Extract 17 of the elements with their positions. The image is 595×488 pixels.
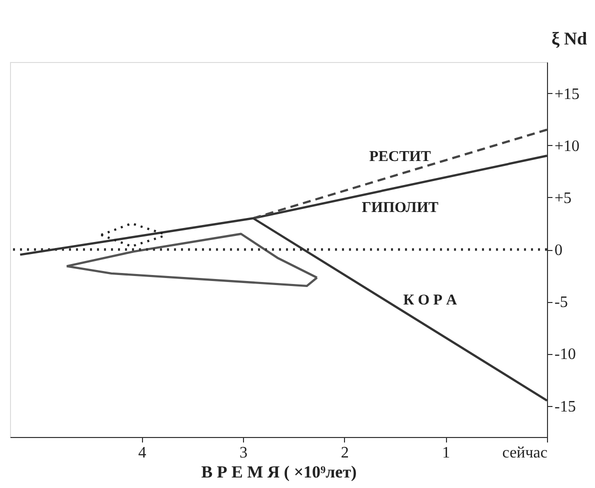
y-tick-label: +10 [554,138,580,155]
y-tick-label: 0 [554,242,562,259]
y-tick-label: +5 [554,190,572,207]
series-label: К О Р А [403,292,458,308]
x-tick-label: 3 [240,444,248,462]
x-tick-label: сейчас [502,444,548,462]
y-tick-label: +15 [554,86,580,103]
y-tick-label: -15 [554,398,576,416]
y-tick-label: -5 [554,294,568,312]
y-axis-title: ξ Nd [552,28,588,48]
series-label: РЕСТИТ [369,148,431,165]
x-tick-label: 2 [340,444,349,462]
y-tick-label: -10 [554,346,576,364]
series-label: ГИПОЛИТ [362,200,438,216]
x-tick-label: 4 [138,444,146,462]
x-tick-label: 1 [442,444,450,462]
x-axis-title: В Р Е М Я ( ×10⁹лет) [201,462,357,482]
